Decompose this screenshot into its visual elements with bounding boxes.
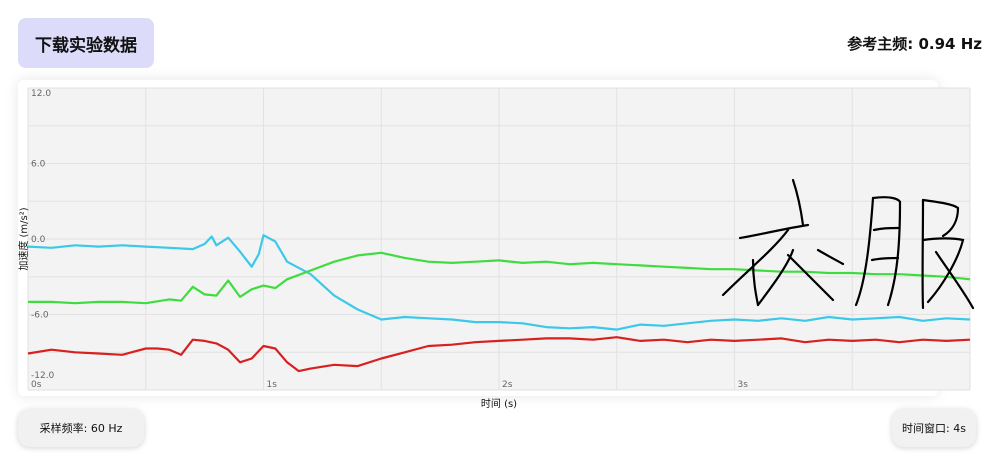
- chart-area[interactable]: 12.0 6.0 0.0 -6.0 -12.0 0s 1s 2s 3s 时间 (s) 加速度 (…: [18, 80, 982, 410]
- tick-labels: 12.0 6.0 0.0 -6.0 -12.00s 1s 2s 3s: [31, 89, 748, 390]
- x-tick-label: 1s: [267, 380, 278, 390]
- y-tick-label: 6.0: [31, 160, 46, 170]
- series-lines: [27, 234, 971, 373]
- reference-frequency-readout: 参考主频: 0.94 Hz: [847, 35, 982, 53]
- y-tick-label: -6.0: [31, 311, 49, 321]
- handwriting-annotation: [721, 178, 975, 310]
- series-line-3: [27, 336, 971, 373]
- x-tick-label: 2s: [502, 380, 513, 390]
- sample-rate-badge[interactable]: 采样频率: 60 Hz: [18, 409, 144, 447]
- y-tick-label: 12.0: [31, 89, 51, 99]
- x-tick-label: 0s: [31, 380, 42, 390]
- y-axis-title: 加速度 (m/s²): [18, 207, 30, 270]
- y-tick-label: 0.0: [31, 235, 46, 245]
- grid-lines: [27, 87, 971, 391]
- series-line-1: [27, 234, 971, 331]
- download-data-button[interactable]: 下载实验数据: [18, 18, 154, 68]
- time-window-badge[interactable]: 时间窗口: 4s: [892, 409, 976, 447]
- y-tick-label: -12.0: [31, 371, 55, 381]
- x-axis-title: 时间 (s): [481, 397, 517, 410]
- x-tick-label: 3s: [738, 380, 749, 390]
- acceleration-chart[interactable]: 12.0 6.0 0.0 -6.0 -12.00s 1s 2s 3s 时间 (s) 加速度 (…: [18, 80, 982, 410]
- series-line-2: [28, 251, 971, 305]
